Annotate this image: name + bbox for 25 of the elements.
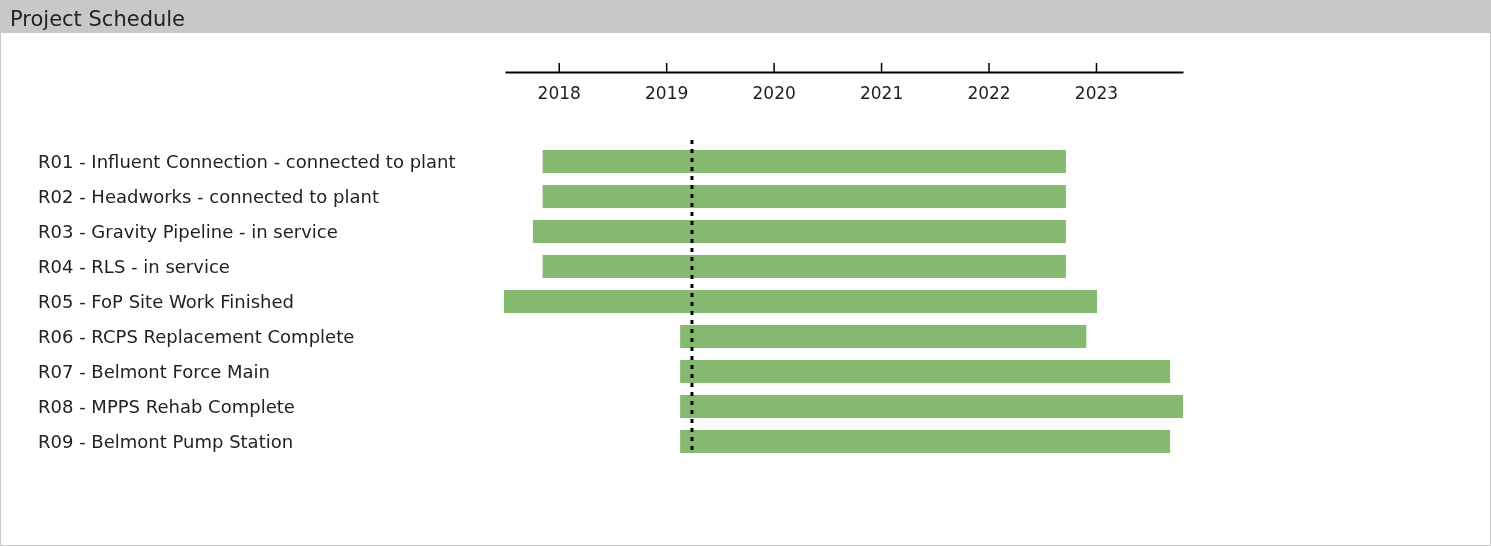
x-tick-label: 2022	[967, 83, 1011, 104]
y-tick-label: R07 - Belmont Force Main	[38, 360, 270, 382]
y-tick-label: R08 - MPPS Rehab Complete	[38, 395, 295, 417]
y-tick-label: R09 - Belmont Pump Station	[38, 430, 294, 452]
x-tick-label: 2018	[537, 83, 581, 104]
x-tick-label: 2019	[645, 83, 689, 104]
x-tick-label: 2021	[859, 83, 904, 104]
bar	[680, 394, 1183, 419]
y-tick-label: R06 - RCPS Replacement Complete	[38, 325, 355, 347]
x-tick-label: 2020	[752, 83, 796, 104]
y-tick-label: R01 - Influent Connection - connected to plant	[38, 150, 456, 172]
y-tick-label: R04 - RLS - in service	[38, 255, 230, 277]
y-tick-label: R05 - FoP Site Work Finished	[38, 290, 294, 312]
bar	[680, 359, 1171, 384]
bar	[680, 429, 1171, 454]
bar	[542, 149, 1066, 174]
bar	[542, 254, 1066, 279]
bar	[542, 184, 1066, 209]
bar	[680, 324, 1087, 349]
y-tick-label: R03 - Gravity Pipeline - in service	[38, 220, 338, 242]
x-tick-label: 2023	[1074, 83, 1119, 104]
text: Project Schedule	[10, 7, 186, 31]
y-tick-label: R02 - Headworks - connected to plant	[38, 185, 379, 207]
bar	[503, 289, 1098, 314]
bar	[532, 219, 1066, 244]
